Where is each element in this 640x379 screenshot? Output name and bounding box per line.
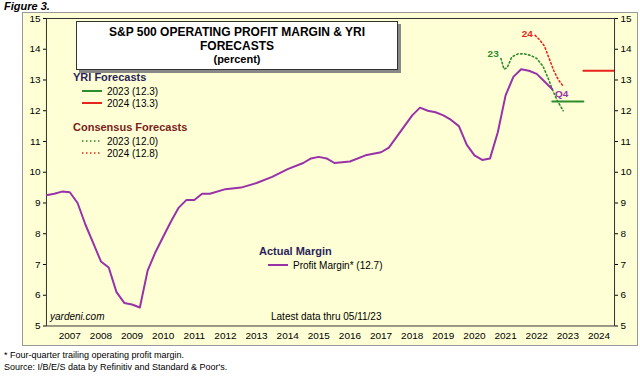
html-text:Figure 3.: Figure 3. <box>4 0 50 12</box>
svg-text:2021: 2021 <box>494 330 517 341</box>
svg-text:2016: 2016 <box>339 330 362 341</box>
svg-text:23: 23 <box>488 48 500 59</box>
svg-text:9: 9 <box>35 197 41 208</box>
svg-text:2022: 2022 <box>526 330 549 341</box>
svg-text:2013: 2013 <box>245 330 268 341</box>
html-text:Actual Margin: Actual Margin <box>259 245 332 257</box>
svg-text:7: 7 <box>35 259 41 270</box>
svg-text:5: 5 <box>621 320 627 331</box>
html-text:* Four-quarter trailing operat: * Four-quarter trailing operating profit… <box>4 350 185 360</box>
svg-text:12: 12 <box>29 105 41 116</box>
svg-text:2020: 2020 <box>463 330 486 341</box>
svg-text:9: 9 <box>621 197 627 208</box>
svg-text:7: 7 <box>621 259 627 270</box>
svg-text:11: 11 <box>30 136 41 147</box>
svg-text:2007: 2007 <box>59 330 82 341</box>
svg-text:2017: 2017 <box>370 330 393 341</box>
svg-text:Q4: Q4 <box>555 88 569 99</box>
svg-text:2023: 2023 <box>557 330 580 341</box>
html-text:S&P 500 OPERATING PROFIT MARGI: S&P 500 OPERATING PROFIT MARGIN & YRI FO… <box>109 25 365 53</box>
svg-text:10: 10 <box>29 166 41 177</box>
html-text:Source: I/B/E/S data by Refini: Source: I/B/E/S data by Refinitiv and St… <box>4 362 228 372</box>
svg-text:24: 24 <box>522 28 534 39</box>
svg-text:11: 11 <box>621 136 632 147</box>
html-text:YRI Forecasts: YRI Forecasts <box>73 71 147 83</box>
html-text:2023 (12.3): 2023 (12.3) <box>107 85 159 97</box>
svg-text:8: 8 <box>35 228 41 239</box>
svg-text:13: 13 <box>29 74 41 85</box>
html-text:2024 (12.8): 2024 (12.8) <box>107 147 159 159</box>
svg-text:2010: 2010 <box>152 330 175 341</box>
svg-text:2018: 2018 <box>401 330 424 341</box>
svg-text:13: 13 <box>621 74 633 85</box>
svg-text:2015: 2015 <box>308 330 331 341</box>
html-text:2023 (12.0): 2023 (12.0) <box>107 135 159 147</box>
svg-text:15: 15 <box>29 13 41 24</box>
html-text:Latest data thru 05/11/23: Latest data thru 05/11/23 <box>271 311 382 322</box>
svg-text:2012: 2012 <box>214 330 237 341</box>
html-text:Consensus Forecasts: Consensus Forecasts <box>73 121 188 133</box>
svg-text:8: 8 <box>621 228 627 239</box>
html-text:yardeni.com: yardeni.com <box>50 311 105 322</box>
svg-text:6: 6 <box>621 289 627 300</box>
svg-text:2024: 2024 <box>588 330 611 341</box>
svg-text:10: 10 <box>621 166 633 177</box>
svg-text:2014: 2014 <box>277 330 300 341</box>
html-text:(percent): (percent) <box>213 53 261 65</box>
svg-text:5: 5 <box>35 320 41 331</box>
svg-text:2008: 2008 <box>90 330 113 341</box>
svg-text:15: 15 <box>621 13 633 24</box>
svg-text:6: 6 <box>35 289 41 300</box>
svg-text:14: 14 <box>621 43 633 54</box>
svg-text:2011: 2011 <box>184 330 206 341</box>
svg-text:12: 12 <box>621 105 633 116</box>
html-text:2024 (13.3): 2024 (13.3) <box>107 97 159 109</box>
svg-text:2019: 2019 <box>432 330 455 341</box>
svg-text:2009: 2009 <box>121 330 144 341</box>
svg-text:14: 14 <box>29 43 41 54</box>
html-text:Profit Margin* (12.7): Profit Margin* (12.7) <box>293 259 383 271</box>
